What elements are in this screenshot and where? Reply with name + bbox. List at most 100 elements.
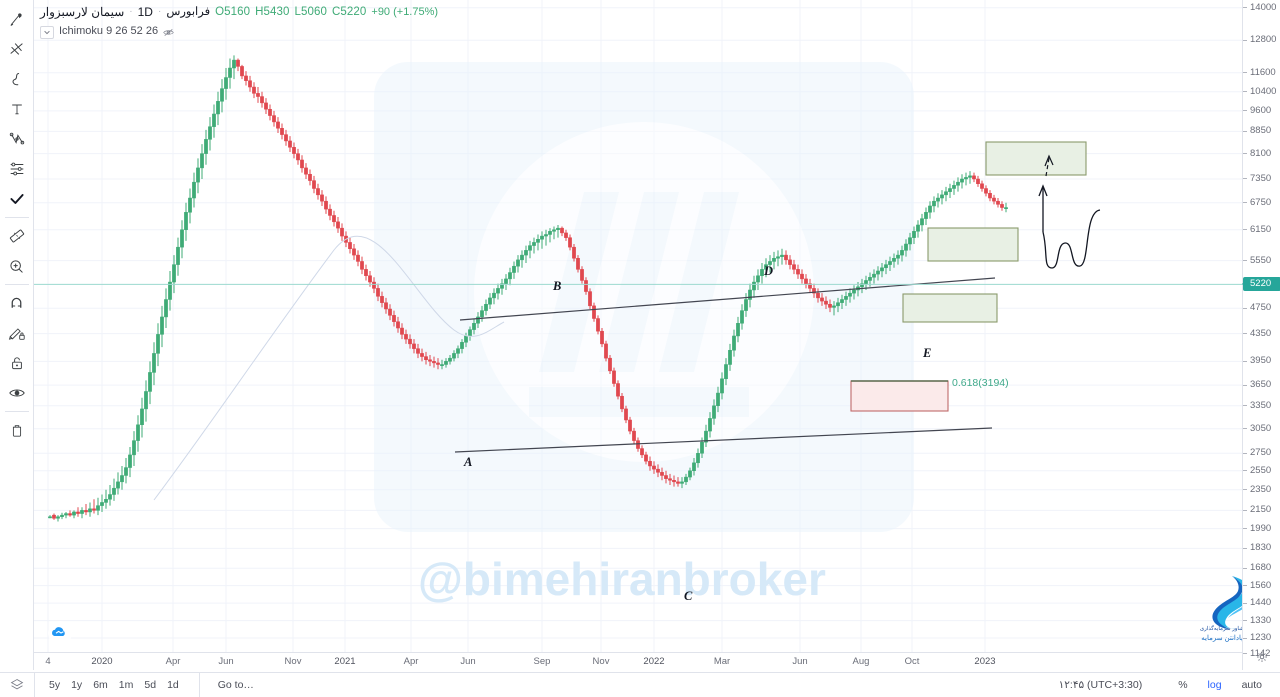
legend-separator-2: ·: [157, 6, 162, 18]
text-tool[interactable]: [2, 94, 32, 124]
range-button-6m[interactable]: 6m: [93, 679, 108, 691]
price-tick: 9600: [1243, 105, 1280, 117]
toolbar-divider-2: [4, 284, 29, 285]
checkmark-tool[interactable]: [2, 184, 32, 214]
auto-scale-button[interactable]: auto: [1241, 679, 1262, 691]
gear-icon[interactable]: [1243, 646, 1280, 668]
time-axis[interactable]: 4 2020 Apr Jun Nov 2021 Apr Jun Sep Nov 2022 Mar Jun…: [34, 652, 1242, 672]
trend-line-tool[interactable]: [2, 34, 32, 64]
price-tick: 1560: [1243, 580, 1280, 592]
legend-separator-1: ·: [129, 6, 133, 18]
price-tick: 1330: [1243, 615, 1280, 627]
price-tick: 8100: [1243, 148, 1280, 160]
time-tick: 2023: [974, 656, 996, 667]
drawing-toolbar: [0, 0, 34, 670]
price-tick: 12800: [1243, 34, 1280, 46]
range-buttons: 5y 1y 6m 1m 5d 1d: [34, 672, 179, 697]
time-tick: 2022: [643, 656, 665, 667]
time-tick: Jun: [218, 656, 234, 667]
eye-off-icon[interactable]: [163, 27, 174, 38]
price-tick: 1230: [1243, 632, 1280, 644]
current-price-badge: 5220: [1242, 277, 1280, 292]
price-tick: 3050: [1243, 423, 1280, 435]
cloud-icon: [48, 621, 72, 645]
bottom-right-controls: ۱۲:۴۵ (UTC+3:30) % log auto: [1059, 679, 1280, 691]
price-tick: 4350: [1243, 328, 1280, 340]
pattern-tool[interactable]: [2, 124, 32, 154]
chart-legend: سیمان لارسبزوار · 1D · فرابورس O5160 H54…: [40, 4, 438, 40]
range-button-5y[interactable]: 5y: [49, 679, 61, 691]
price-tick: 6150: [1243, 224, 1280, 236]
time-tick: 2021: [334, 656, 356, 667]
price-tick: 1680: [1243, 562, 1280, 574]
prediction-tool[interactable]: [2, 154, 32, 184]
price-tick: 8850: [1243, 125, 1280, 137]
open-value: O5160: [215, 6, 251, 19]
lock-tool[interactable]: [2, 348, 32, 378]
exchange-label: فرابورس: [166, 6, 211, 19]
price-tick: 3650: [1243, 379, 1280, 391]
layouts-icon[interactable]: [0, 678, 34, 692]
time-tick: Nov: [592, 656, 610, 667]
drawing-lock-tool[interactable]: [2, 318, 32, 348]
time-tick: Sep: [533, 656, 551, 667]
range-button-1m[interactable]: 1m: [118, 679, 134, 691]
price-chart: [34, 55, 1242, 522]
price-tick: 1990: [1243, 523, 1280, 535]
high-value: H5430: [255, 6, 290, 19]
cursor-tool[interactable]: [2, 4, 32, 34]
time-tick: Oct: [904, 656, 920, 667]
percent-scale-button[interactable]: %: [1178, 679, 1188, 691]
chevron-down-icon[interactable]: [40, 25, 54, 39]
price-tick: 7350: [1243, 173, 1280, 185]
eye-tool[interactable]: [2, 378, 32, 408]
price-tick: 1142: [1243, 648, 1280, 660]
price-tick: 2750: [1243, 447, 1280, 459]
time-tick: Apr: [165, 656, 181, 667]
log-scale-button[interactable]: log: [1207, 679, 1222, 691]
timeframe-label[interactable]: 1D: [137, 5, 153, 19]
range-button-5d[interactable]: 5d: [144, 679, 157, 691]
zoom-tool[interactable]: [2, 251, 32, 281]
low-value: L5060: [294, 6, 327, 19]
price-tick: 2150: [1243, 504, 1280, 516]
time-tick: Nov: [284, 656, 302, 667]
time-tick: Apr: [403, 656, 419, 667]
time-tick: 4: [45, 656, 51, 667]
range-button-1y[interactable]: 1y: [71, 679, 83, 691]
symbol-name[interactable]: سیمان لارسبزوار: [40, 5, 125, 19]
curve-tool[interactable]: [2, 64, 32, 94]
price-tick: 14000: [1243, 2, 1280, 14]
magnet-tool[interactable]: [2, 288, 32, 318]
price-tick: 3350: [1243, 400, 1280, 412]
price-tick: 6750: [1243, 197, 1280, 209]
price-tick: 5550: [1243, 255, 1280, 267]
bottom-status-bar: 5y 1y 6m 1m 5d 1d Go to… ۱۲:۴۵ (UTC+3:30) % l…: [0, 672, 1280, 697]
toolbar-divider-1: [4, 217, 29, 218]
time-tick: Jun: [792, 656, 808, 667]
time-tick: 2020: [91, 656, 113, 667]
change-value: +90 (+1.75%): [371, 5, 439, 18]
time-tick: Mar: [713, 656, 731, 667]
price-tick: 1440: [1243, 597, 1280, 609]
broker-logo-caption: شرکت مشاور سرمایه‌گذاری بیشتروپادانتن سر…: [1199, 626, 1242, 642]
clock-label: ۱۲:۴۵ (UTC+3:30): [1058, 679, 1143, 691]
toolbar-divider-3: [4, 411, 29, 412]
go-to-button[interactable]: Go to…: [198, 672, 254, 697]
price-axis[interactable]: 14000 12800 11600 10400 9600 8850 8100 7350 6750…: [1242, 0, 1280, 670]
time-tick: Aug: [852, 656, 870, 667]
price-tick: 1830: [1243, 542, 1280, 554]
measure-tool[interactable]: [2, 221, 32, 251]
price-tick: 2550: [1243, 465, 1280, 477]
broker-logo: شرکت مشاور سرمایه‌گذاری بیشتروپادانتن سر…: [1186, 572, 1242, 644]
trash-tool[interactable]: [2, 415, 32, 445]
range-button-1d[interactable]: 1d: [167, 679, 179, 691]
indicator-label[interactable]: Ichimoku 9 26 52 26: [59, 25, 159, 38]
price-tick: 10400: [1243, 86, 1280, 98]
close-value: C5220: [332, 6, 367, 19]
price-tick: 3950: [1243, 355, 1280, 367]
price-tick: 4750: [1243, 302, 1280, 314]
price-tick: 2350: [1243, 484, 1280, 496]
